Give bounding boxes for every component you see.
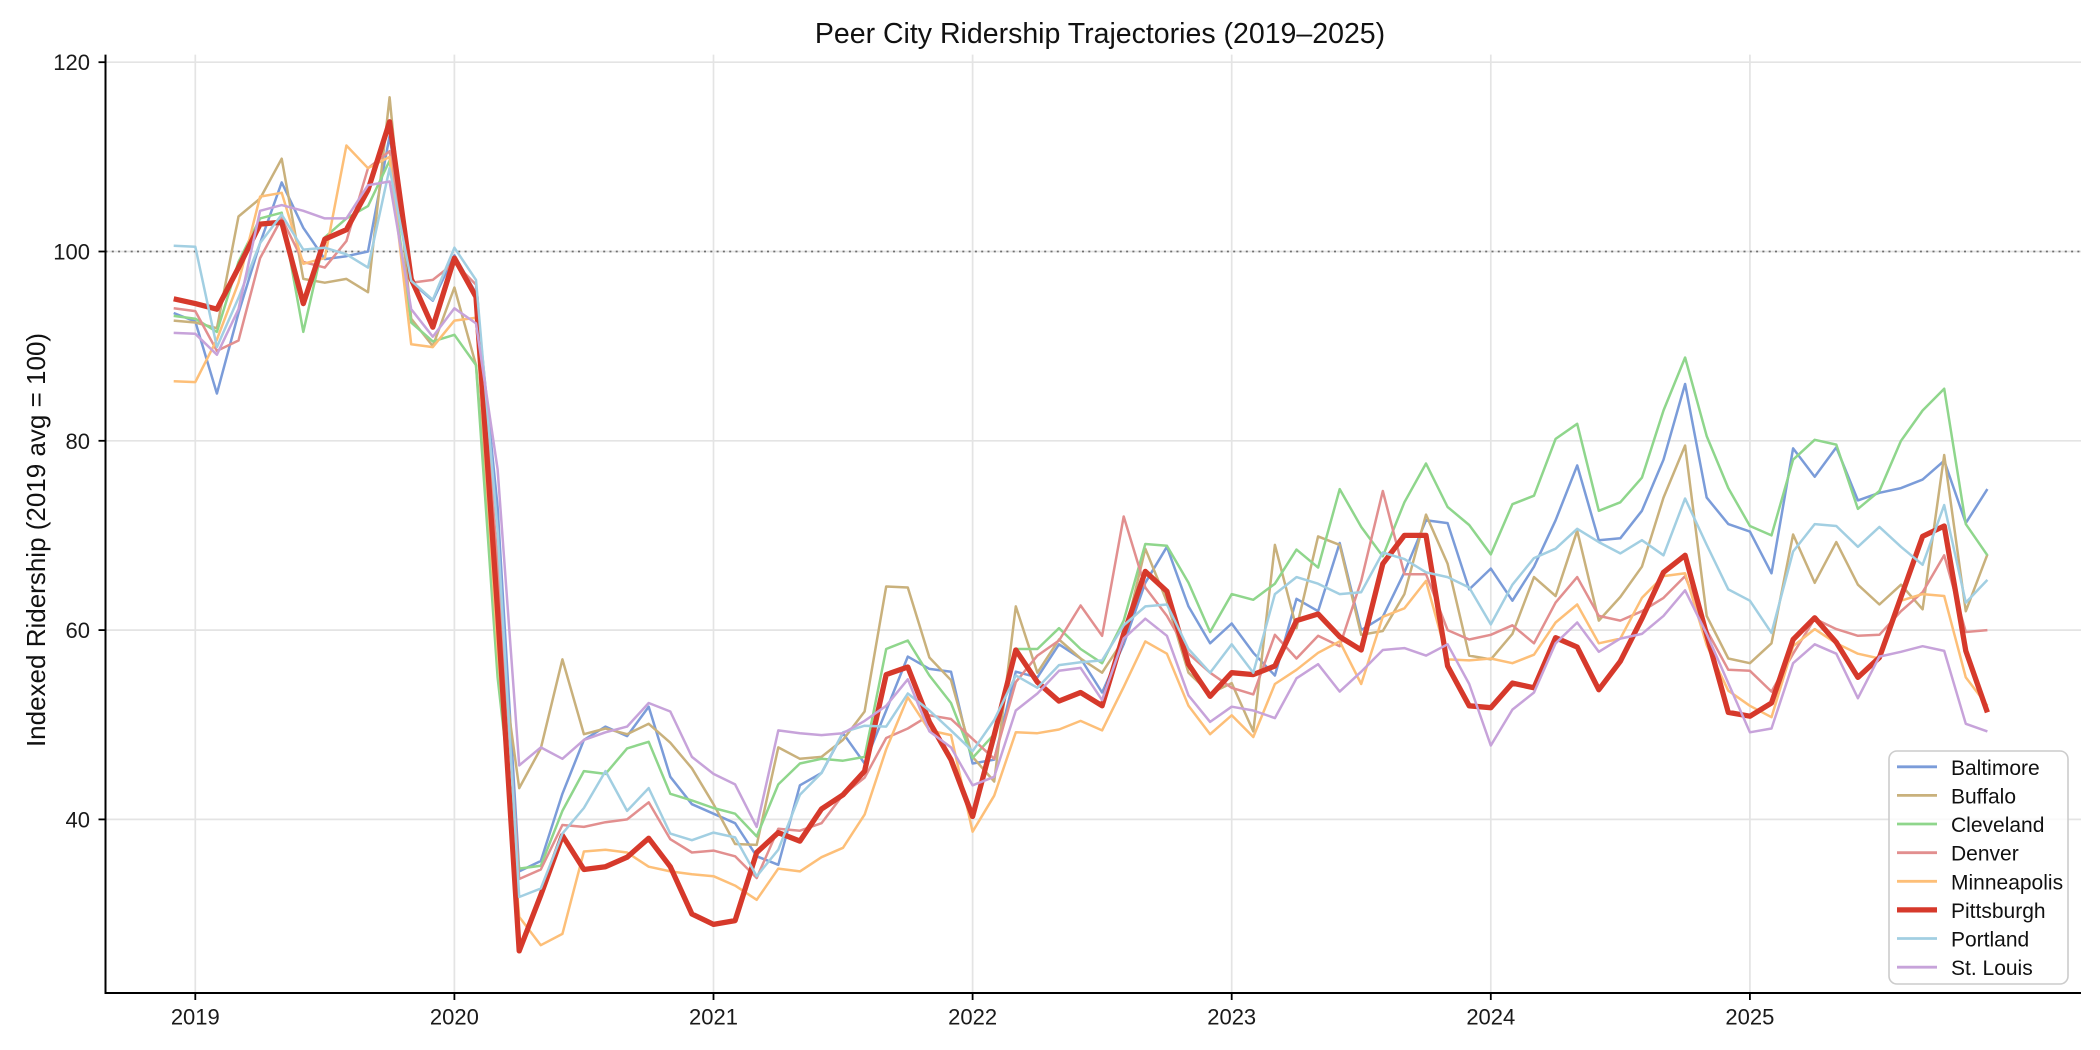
svg-text:St. Louis: St. Louis — [1951, 957, 2033, 980]
svg-text:2023: 2023 — [1207, 1005, 1256, 1030]
svg-text:Pittsburgh: Pittsburgh — [1951, 900, 2046, 923]
svg-text:Cleveland: Cleveland — [1951, 814, 2044, 837]
svg-text:2024: 2024 — [1466, 1005, 1515, 1030]
svg-text:Portland: Portland — [1951, 929, 2029, 952]
svg-text:Denver: Denver — [1951, 843, 2019, 866]
svg-text:Minneapolis: Minneapolis — [1951, 871, 2063, 894]
svg-text:Peer City Ridership Trajectori: Peer City Ridership Trajectories (2019–2… — [815, 18, 1385, 50]
svg-text:2025: 2025 — [1725, 1005, 1774, 1030]
svg-text:2019: 2019 — [171, 1005, 220, 1030]
svg-text:80: 80 — [66, 429, 90, 454]
svg-text:Baltimore: Baltimore — [1951, 757, 2040, 780]
svg-text:2020: 2020 — [430, 1005, 479, 1030]
svg-text:2021: 2021 — [689, 1005, 738, 1030]
svg-text:Indexed Ridership (2019 avg =: Indexed Ridership (2019 avg = 100) — [21, 333, 51, 747]
svg-text:2022: 2022 — [948, 1005, 997, 1030]
svg-text:40: 40 — [66, 807, 90, 832]
svg-text:Buffalo: Buffalo — [1951, 785, 2016, 808]
svg-text:120: 120 — [53, 50, 90, 75]
svg-text:60: 60 — [66, 618, 90, 643]
svg-text:100: 100 — [53, 240, 90, 265]
